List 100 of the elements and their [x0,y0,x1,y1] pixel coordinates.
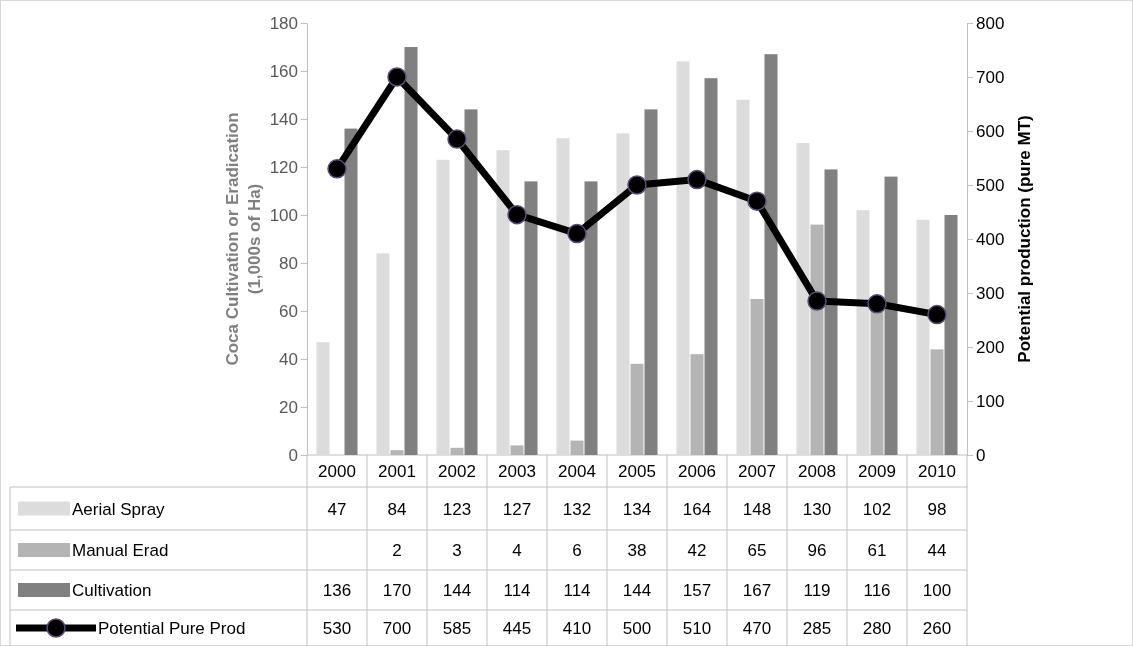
data-label: 132 [562,499,592,519]
data-label: 47 [327,499,347,519]
data-label: 148 [742,499,772,519]
data-label: 127 [502,499,532,519]
bar [856,210,870,455]
data-label: 164 [682,499,712,519]
data-label: 100 [922,581,952,600]
bar [584,181,598,455]
data-label: 65 [747,541,767,560]
data-label: 134 [622,499,652,519]
legend-label: Manual Erad [72,541,169,560]
data-label: 700 [382,619,412,638]
data-label: 98 [927,499,947,519]
y2-tick-label: 100 [976,391,1005,411]
point [447,129,467,149]
point [687,169,707,190]
data-label: 510 [682,619,712,638]
legend-label: Cultivation [72,581,152,600]
point [927,304,947,325]
point [867,294,887,314]
y2-axis-title: Potential production (pure MT) [1015,115,1034,363]
data-label: 260 [922,619,952,638]
bar [764,54,778,455]
bar [404,47,418,455]
y2-tick-label: 800 [976,13,1005,33]
point [567,223,587,244]
y-tick-label: 100 [269,205,298,225]
data-label: 42 [687,541,707,560]
data-label: 410 [562,619,592,638]
data-label: 114 [563,581,591,600]
y2-tick-label: 600 [976,121,1005,141]
data-label: 170 [382,581,412,600]
data-label: 2 [392,541,402,560]
bar [344,128,358,455]
point [507,204,527,225]
bar [464,109,478,455]
y2-tick-label: 700 [976,67,1005,87]
bar [556,138,570,455]
data-label: 4 [512,541,522,560]
x-tick-label: 2003 [498,462,536,481]
x-tick-label: 2000 [318,462,356,481]
y-tick-label: 80 [279,253,298,273]
x-tick-label: 2005 [618,462,656,481]
x-tick-label: 2009 [858,462,896,481]
y-tick-label: 20 [279,397,298,417]
data-label: 84 [387,499,407,519]
data-label: 96 [807,541,827,560]
data-label: 280 [862,619,892,638]
bar [436,159,450,455]
point [627,175,647,195]
x-tick-label: 2010 [918,462,956,481]
data-label: 167 [742,581,772,600]
y2-tick-label: 400 [976,229,1005,249]
x-tick-label: 2002 [438,462,476,481]
data-label: 470 [742,619,772,638]
data-label: 157 [682,581,712,600]
y-tick-label: 60 [279,301,298,321]
bar [676,61,690,455]
data-label: 61 [867,541,887,560]
bar [796,143,810,455]
data-label: 530 [322,619,352,638]
y-tick-label: 140 [269,109,298,129]
y2-tick-label: 300 [976,283,1005,303]
y-tick-label: 40 [279,349,298,369]
bar [644,109,658,455]
data-label: 585 [442,619,472,638]
x-tick-label: 2001 [378,462,416,481]
point [387,67,407,87]
x-tick-label: 2006 [678,462,716,481]
x-tick-label: 2004 [558,462,596,481]
data-label: 119 [803,581,831,600]
y-axis-title: Coca Cultivation or Eradication (1,000s of Ha) [223,112,264,366]
bar [736,99,750,455]
bar [704,78,718,455]
bar [376,253,390,455]
data-label: 116 [863,581,891,600]
y-tick-label: 0 [288,445,298,465]
bar [916,219,930,455]
bar [884,176,898,455]
data-label: 114 [503,581,531,600]
bar [824,169,838,455]
data-label: 38 [627,541,647,560]
y-tick-label: 180 [269,13,298,33]
point [747,191,767,211]
data-label: 500 [622,619,652,638]
bar [524,181,538,455]
data-label: 130 [802,499,832,519]
y-tick-label: 160 [269,61,298,81]
point [327,159,347,179]
data-label: 3 [452,541,462,560]
legend-label: Potential Pure Prod [98,619,246,638]
y2-tick-label: 500 [976,175,1005,195]
data-label: 102 [862,499,892,519]
bar [616,133,630,455]
data-label: 445 [502,619,532,638]
y2-tick-label: 200 [976,337,1005,357]
data-label: 144 [442,581,472,600]
data-label: 136 [322,581,352,600]
data-label: 123 [442,499,472,519]
data-label: 44 [927,541,947,560]
